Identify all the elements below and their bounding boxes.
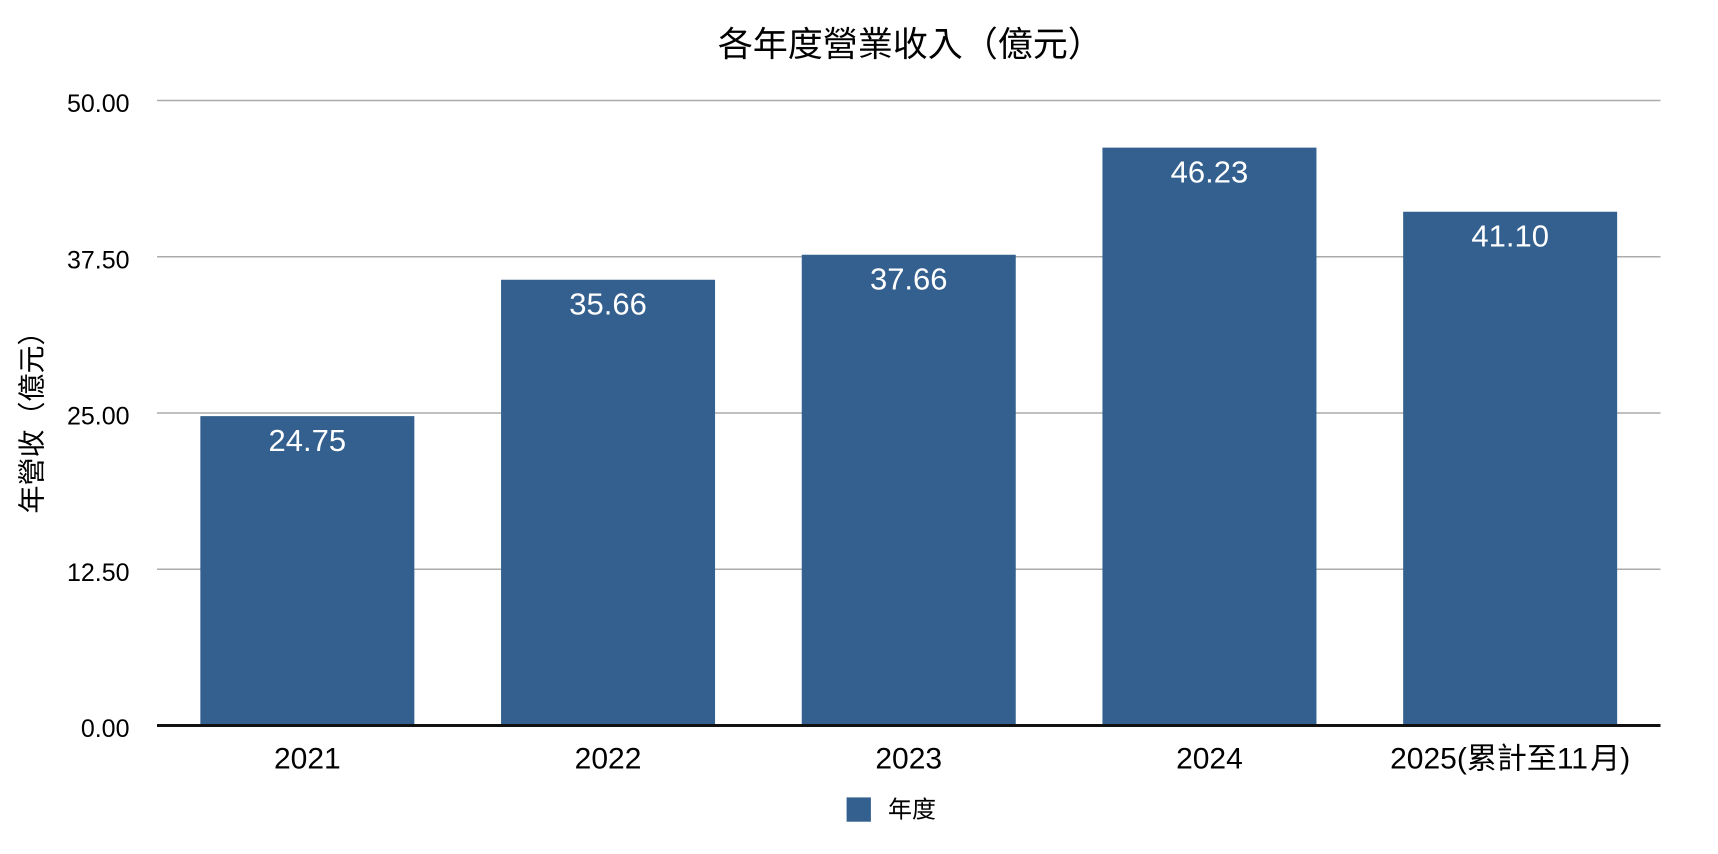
- svg-text:12.50: 12.50: [67, 559, 130, 587]
- svg-text:25.00: 25.00: [67, 403, 130, 431]
- svg-text:11: 11: [1557, 743, 1588, 776]
- svg-text:2022: 2022: [575, 743, 642, 776]
- svg-text:24.75: 24.75: [269, 423, 347, 458]
- svg-text:2025(: 2025(: [1390, 743, 1467, 776]
- svg-text:35.66: 35.66: [569, 287, 647, 322]
- svg-text:2023: 2023: [875, 743, 942, 776]
- svg-text:2021: 2021: [274, 743, 341, 776]
- svg-text:): ): [1620, 743, 1630, 776]
- svg-text:0.00: 0.00: [81, 715, 130, 743]
- svg-text:2024: 2024: [1176, 743, 1243, 776]
- svg-text:46.23: 46.23: [1171, 154, 1249, 189]
- svg-text:50.00: 50.00: [67, 90, 130, 118]
- svg-text:41.10: 41.10: [1471, 219, 1549, 254]
- svg-text:37.50: 37.50: [67, 246, 130, 274]
- svg-text:37.66: 37.66: [870, 262, 948, 297]
